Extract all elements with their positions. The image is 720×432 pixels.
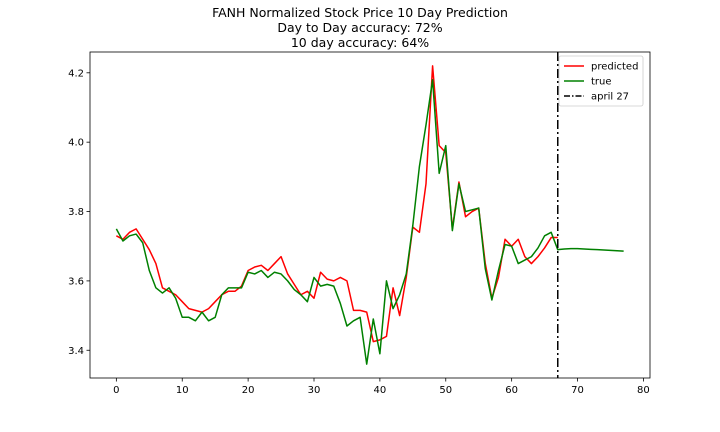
x-tick-label: 80 xyxy=(637,385,650,396)
x-axis: 0 10 20 30 40 50 60 70 80 xyxy=(113,378,650,396)
legend-label-predicted: predicted xyxy=(591,62,638,73)
plot-frame xyxy=(89,51,651,379)
chart-subtitle-line-2: 10 day accuracy: 64% xyxy=(290,35,430,50)
x-tick-label: 20 xyxy=(242,385,255,396)
y-axis: 3.4 3.6 3.8 4.0 4.2 xyxy=(68,68,90,357)
y-tick-label: 3.6 xyxy=(68,276,84,287)
x-tick-label: 50 xyxy=(439,385,452,396)
y-tick-label: 4.2 xyxy=(68,68,84,79)
legend-label-true: true xyxy=(591,77,612,88)
y-tick-label: 3.8 xyxy=(68,207,84,218)
x-tick-label: 60 xyxy=(505,385,518,396)
series-line-true xyxy=(115,78,624,365)
chart-subtitle-line-1: Day to Day accuracy: 72% xyxy=(277,20,443,35)
chart-title: FANH Normalized Stock Price 10 Day Predi… xyxy=(212,5,508,20)
x-tick-label: 0 xyxy=(113,385,119,396)
x-tick-label: 10 xyxy=(176,385,189,396)
y-tick-label: 4.0 xyxy=(68,138,84,149)
plot-area xyxy=(89,51,651,379)
x-tick-label: 30 xyxy=(308,385,321,396)
legend-box xyxy=(558,55,644,107)
x-tick-label: 70 xyxy=(571,385,584,396)
y-tick-label: 3.4 xyxy=(68,346,84,357)
x-tick-label: 40 xyxy=(374,385,387,396)
legend-label-april-27: april 27 xyxy=(591,92,629,103)
legend: predicted true april 27 xyxy=(558,55,644,107)
